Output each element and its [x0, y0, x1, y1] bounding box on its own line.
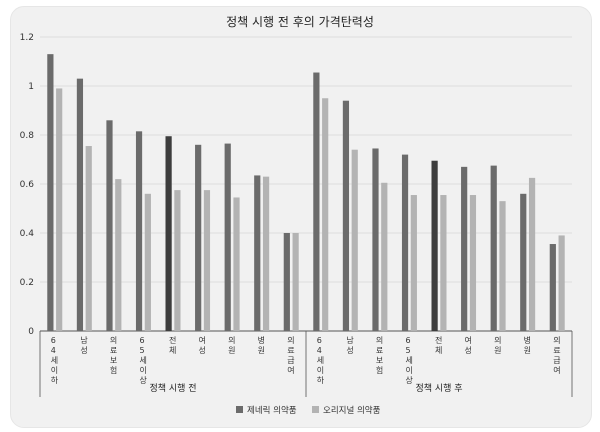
- legend: 제네릭 의약품 오리지널 의약품: [236, 405, 381, 416]
- bar-generic: [461, 166, 468, 331]
- bar-generic: [47, 54, 54, 332]
- group-axis: 정책 시행 전 정책 시행 후: [39, 331, 573, 397]
- bar-generic: [254, 175, 261, 331]
- y-tick-label: 0: [28, 327, 34, 337]
- x-axis-labels: 6 4 세 이 하 남 성 의 료 보 험 6 5 세 이 상 전 체 여 성 의 원 병 원 의 료 급 여 6 4 세 이 하 남 성 의 료 보 험 6…: [51, 335, 561, 385]
- bar-original: [410, 195, 417, 331]
- bar-original: [292, 233, 299, 331]
- y-tick-label: 0.4: [20, 229, 35, 239]
- y-tick-label: 1.2: [20, 33, 34, 43]
- group-label: 정책 시행 후: [415, 382, 462, 394]
- bar-original: [440, 195, 447, 331]
- bar-original: [203, 190, 211, 331]
- group-label: 정책 시행 전: [149, 382, 196, 394]
- bar-generic: [224, 143, 231, 331]
- bar-generic: [76, 78, 84, 332]
- bar-original: [85, 146, 92, 331]
- bar-generic: [401, 154, 409, 331]
- bar-generic: [195, 144, 202, 331]
- y-tick-label: 0.6: [20, 180, 35, 190]
- bar-original: [351, 149, 358, 331]
- bar-generic: [342, 100, 350, 331]
- chart-title: 정책 시행 전 후의 가격탄력성: [226, 14, 374, 29]
- bar-generic: [372, 148, 379, 331]
- bar-generic: [520, 193, 527, 331]
- bar-original: [322, 98, 329, 331]
- bars: [47, 54, 565, 332]
- y-tick-label: 1: [28, 82, 34, 92]
- bar-original: [469, 195, 477, 331]
- bar-generic: [313, 72, 320, 332]
- legend-swatch: [312, 406, 319, 413]
- bar-generic: [106, 120, 113, 331]
- bar-original: [262, 176, 270, 331]
- bar-generic: [549, 244, 556, 331]
- grid-lines: [40, 36, 572, 332]
- y-axis-ticks: 0 0.2 0.4 0.6 0.8 1 1.2: [20, 33, 35, 337]
- bar-generic: [490, 165, 497, 331]
- bar-original: [144, 193, 151, 331]
- bar-original: [115, 179, 122, 331]
- bar-generic: [431, 160, 438, 331]
- bar-original: [558, 235, 565, 331]
- legend-label: 오리지널 의약품: [323, 405, 381, 416]
- y-tick-label: 0.2: [20, 278, 34, 288]
- legend-label: 제네릭 의약품: [247, 405, 297, 416]
- bar-generic: [283, 233, 290, 331]
- bar-generic: [165, 136, 172, 331]
- legend-swatch: [236, 406, 243, 413]
- bar-original: [174, 190, 181, 331]
- bar-original: [528, 177, 536, 331]
- bar-original: [499, 201, 506, 331]
- bar-original: [381, 182, 388, 331]
- bar-original: [56, 88, 63, 331]
- bar-generic: [135, 131, 143, 331]
- bar-original: [233, 197, 240, 331]
- y-tick-label: 0.8: [20, 131, 35, 141]
